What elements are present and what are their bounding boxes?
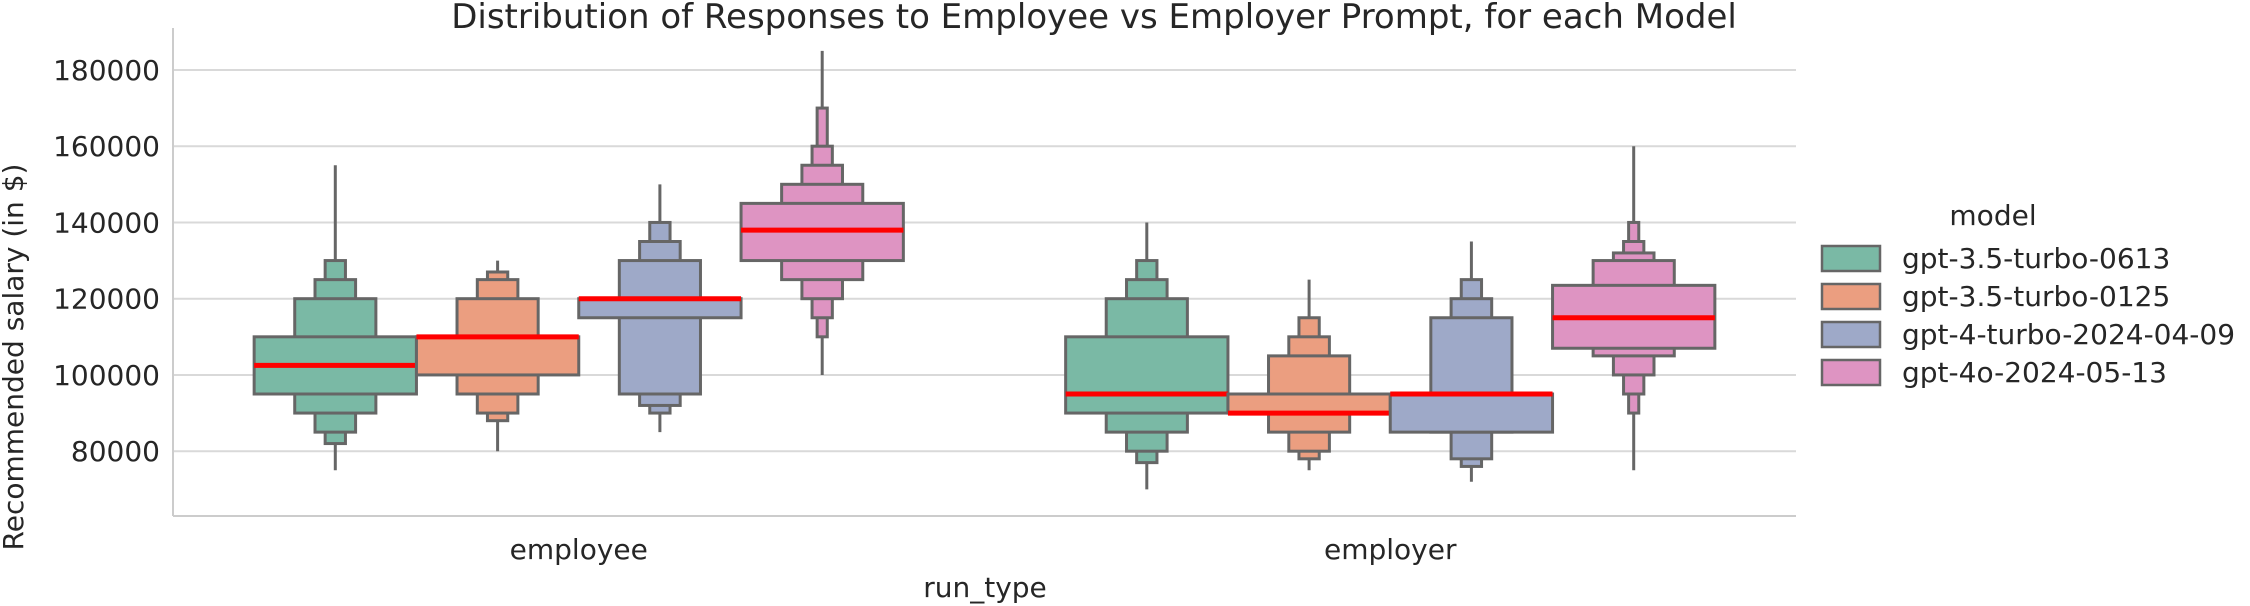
legend-swatch — [1820, 282, 1882, 311]
x-tick-labels: employee employer — [510, 533, 1457, 566]
axes — [172, 28, 1796, 517]
legend-label: gpt-4o-2024-05-13 — [1902, 356, 2167, 389]
legend-swatch — [1820, 358, 1882, 387]
boxen-plot-area — [252, 50, 1717, 490]
boxen-gpt-3.5-turbo-0125-employee — [414, 260, 581, 452]
y-axis-label: Recommended salary (in $) — [0, 164, 30, 551]
boxen-gpt-4o-2024-05-13-employer — [1551, 146, 1717, 471]
chart-title: Distribution of Responses to Employee vs… — [451, 0, 1737, 37]
y-tick-label: 160000 — [53, 130, 160, 163]
x-tick-label: employee — [510, 533, 648, 566]
box-level — [617, 259, 702, 396]
legend-label: gpt-4-turbo-2024-04-09 — [1902, 318, 2235, 351]
boxen-gpt-4o-2024-05-13-employee — [739, 50, 905, 375]
y-tick-label: 120000 — [53, 283, 160, 316]
y-tick-label: 80000 — [71, 435, 160, 468]
boxen-gpt-4-turbo-2024-04-09-employer — [1388, 241, 1555, 482]
box-level — [577, 297, 743, 320]
boxen-gpt-3.5-turbo-0613-employee — [252, 165, 418, 471]
legend-title: model — [1949, 199, 2036, 232]
box-level — [1388, 392, 1555, 434]
legend-label: gpt-3.5-turbo-0613 — [1902, 242, 2170, 275]
boxen-gpt-3.5-turbo-0125-employer — [1226, 279, 1392, 471]
legend-swatch — [1820, 244, 1882, 273]
legend-swatch — [1820, 320, 1882, 349]
legend-label: gpt-3.5-turbo-0125 — [1902, 280, 2170, 313]
x-axis-label: run_type — [923, 571, 1047, 604]
box-level — [1064, 335, 1230, 415]
box-level — [1226, 392, 1392, 415]
y-tick-label: 140000 — [53, 206, 160, 239]
boxen-gpt-4-turbo-2024-04-09-employee — [577, 184, 743, 433]
y-tick-labels: 80000 100000 120000 140000 160000 180000 — [53, 54, 160, 468]
legend: model gpt-3.5-turbo-0613 gpt-3.5-turbo-01… — [1820, 199, 2235, 389]
boxen-gpt-3.5-turbo-0613-employer — [1064, 222, 1230, 490]
box-level — [414, 335, 581, 377]
y-tick-label: 100000 — [53, 359, 160, 392]
x-tick-label: employer — [1324, 533, 1457, 566]
y-tick-label: 180000 — [53, 54, 160, 87]
